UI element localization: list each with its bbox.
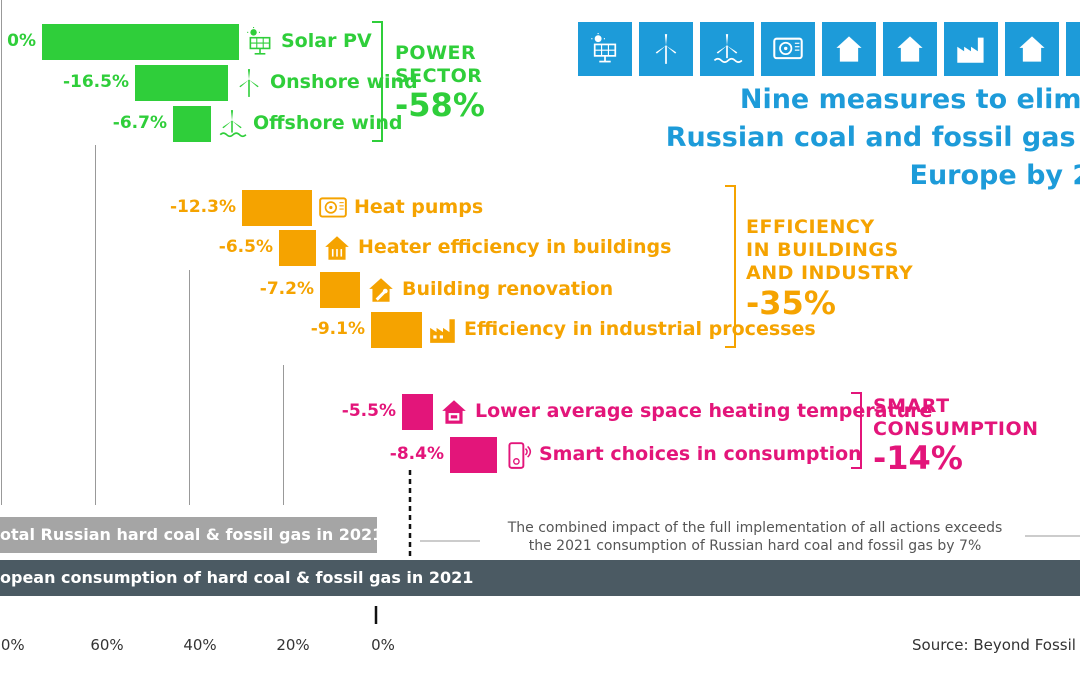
- group-efficiency-line1: EFFICIENCY: [746, 216, 875, 238]
- offshore-wind-icon: [217, 109, 247, 143]
- group-efficiency-value: -35%: [746, 284, 836, 322]
- x-tick-4: 0%: [371, 636, 395, 654]
- smartphone-icon: [503, 440, 533, 474]
- group-power-line2: SECTOR: [395, 65, 483, 87]
- bar-choices: [450, 437, 497, 473]
- strip-tile-factory-icon: [944, 22, 998, 76]
- strip-tile-house-heater-icon: [822, 22, 876, 76]
- factory-icon: [428, 315, 458, 349]
- bar-renovation: [320, 272, 360, 308]
- bar-industrial: [371, 312, 422, 348]
- strip-tile-offshore-wind-icon: [700, 22, 754, 76]
- bar-offshore: [173, 106, 211, 142]
- house-heater-icon: [322, 233, 352, 267]
- strip-tile-partial-tile: [1066, 22, 1080, 76]
- heat-pump-icon: [318, 193, 348, 227]
- bar-onshore-value: -16.5%: [62, 72, 129, 92]
- bar-offshore-value: -6.7%: [112, 113, 167, 133]
- bar-industrial-label: Efficiency in industrial processes: [464, 318, 816, 340]
- strip-tile-wind-turbine-icon: [639, 22, 693, 76]
- group-power-line1: POWER: [395, 42, 477, 64]
- group-smart-line2: CONSUMPTION: [873, 418, 1039, 440]
- efficiency-bracket: [725, 185, 736, 348]
- group-smart-line1: SMART: [873, 395, 950, 417]
- bar-offshore-label: Offshore wind: [253, 112, 403, 134]
- annotation: The combined impact of the full implemen…: [485, 519, 1025, 555]
- bar-industrial-value: -9.1%: [310, 319, 365, 339]
- strip-tile-house-renovation-icon: [883, 22, 937, 76]
- x-tick-0: 80%: [0, 636, 25, 654]
- bar-heater: [279, 230, 316, 266]
- gridline-60: [95, 145, 96, 505]
- reference-bar-europe: opean consumption of hard coal & fossil …: [0, 560, 1080, 596]
- annotation-line1: The combined impact of the full implemen…: [507, 520, 1003, 536]
- bar-heater-value: -6.5%: [218, 237, 273, 257]
- strip-tile-house-thermostat-icon: [1005, 22, 1059, 76]
- group-efficiency-line2: IN BUILDINGS: [746, 239, 899, 261]
- bar-solar-label: Solar PV: [281, 30, 372, 52]
- smart-bracket: [851, 392, 862, 469]
- bar-space-label: Lower average space heating temperature: [475, 400, 933, 422]
- reference-bar-europe-label: opean consumption of hard coal & fossil …: [0, 568, 474, 587]
- offshore-wind-icon: [711, 33, 743, 69]
- group-power-value: -58%: [395, 86, 485, 124]
- factory-icon: [955, 33, 987, 69]
- house-renovation-icon: [894, 33, 926, 69]
- power-bracket: [372, 21, 383, 142]
- solar-panel-icon: [245, 27, 275, 61]
- bar-heatpumps: [242, 190, 312, 226]
- solar-panel-icon: [589, 33, 621, 69]
- wind-turbine-icon: [650, 33, 682, 69]
- house-renovation-icon: [366, 275, 396, 309]
- title-line-2: Russian coal and fossil gas fr: [665, 122, 1080, 153]
- reference-bar-russian-label: otal Russian hard coal & fossil gas in 2…: [0, 525, 384, 544]
- bar-onshore-label: Onshore wind: [270, 71, 418, 93]
- bar-renovation-value: -7.2%: [259, 279, 314, 299]
- bar-heater-label: Heater efficiency in buildings: [358, 236, 672, 258]
- heat-pump-icon: [772, 33, 804, 69]
- x-tick-1: 60%: [90, 636, 124, 654]
- title-line-3: Europe by 20: [909, 160, 1080, 191]
- group-smart-value: -14%: [873, 439, 963, 477]
- strip-tile-solar-panel-icon: [578, 22, 632, 76]
- title-line-1: Nine measures to elimin: [739, 84, 1080, 115]
- bar-space-value: -5.5%: [341, 401, 396, 421]
- bar-choices-label: Smart choices in consumption: [539, 443, 862, 465]
- reference-bar-russian: otal Russian hard coal & fossil gas in 2…: [0, 517, 383, 553]
- strip-tile-heat-pump-icon: [761, 22, 815, 76]
- wind-turbine-icon: [234, 68, 264, 102]
- bar-solar-value: 0%: [7, 31, 36, 51]
- house-thermostat-icon: [1016, 33, 1048, 69]
- bar-choices-value: -8.4%: [389, 444, 444, 464]
- house-thermostat-icon: [439, 397, 469, 431]
- bar-space: [402, 394, 433, 430]
- gridline-80: [1, 0, 2, 505]
- bar-heatpumps-value: -12.3%: [169, 197, 236, 217]
- group-efficiency-line3: AND INDUSTRY: [746, 262, 914, 284]
- x-tick-3: 20%: [276, 636, 310, 654]
- gridline-20: [283, 365, 284, 505]
- annotation-line2: the 2021 consumption of Russian hard coa…: [528, 538, 982, 554]
- bar-renovation-label: Building renovation: [402, 278, 614, 300]
- bar-onshore: [135, 65, 228, 101]
- gridline-40: [189, 270, 190, 505]
- bar-heatpumps-label: Heat pumps: [354, 196, 484, 218]
- x-tick-2: 40%: [183, 636, 217, 654]
- house-heater-icon: [833, 33, 865, 69]
- source-note: Source: Beyond Fossil: [912, 636, 1076, 654]
- bar-solar: [42, 24, 239, 60]
